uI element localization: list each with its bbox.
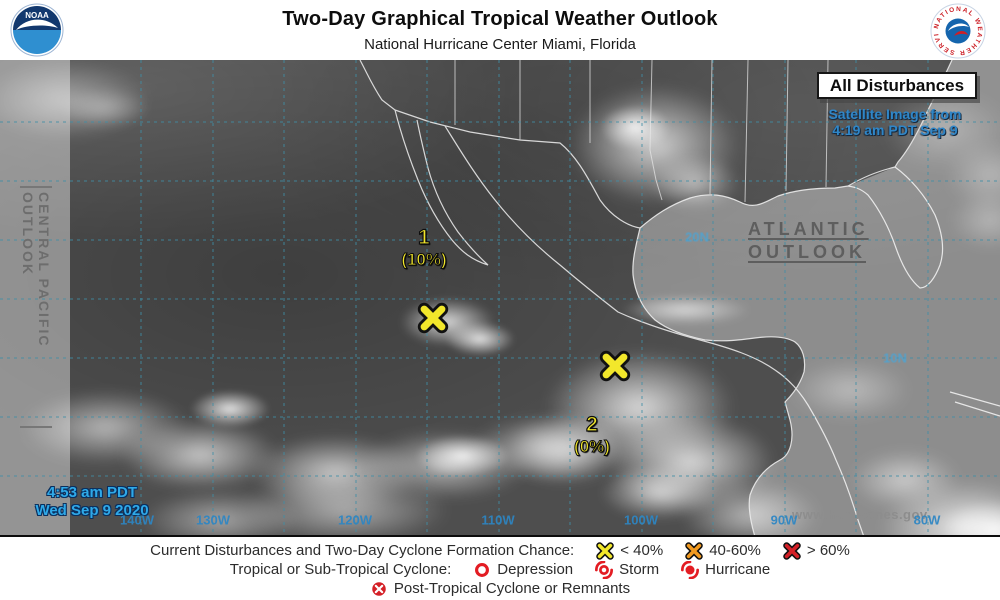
longitude-label: 140W [120, 512, 154, 528]
page-subtitle: National Hurricane Center Miami, Florida [364, 36, 636, 53]
longitude-label: 120W [338, 512, 372, 528]
longitude-label: 90W [770, 512, 798, 528]
longitude-label: 100W [624, 512, 658, 528]
legend-item-label: Hurricane [705, 561, 771, 578]
longitude-label: 110W [481, 512, 515, 528]
longitude-label: 130W [196, 512, 230, 528]
legend-item-label: Post-Tropical Cyclone or Remnants [393, 580, 631, 597]
longitude-label: 80W [913, 512, 941, 528]
page-title: Two-Day Graphical Tropical Weather Outlo… [282, 8, 718, 30]
atlantic-outlook-line1: ATLANTIC [748, 219, 869, 239]
legend-item-label: < 40% [620, 542, 664, 559]
all-disturbances-button[interactable]: All Disturbances [817, 72, 977, 99]
website-watermark: www.hurricanes.gov [792, 507, 928, 522]
latitude-label: 20N [685, 229, 709, 245]
atlantic-outlook-line2: OUTLOOK [748, 242, 866, 262]
depression-icon [475, 562, 490, 577]
disturbance-number: 2 [586, 412, 599, 436]
legend-item: 40-60% [685, 541, 761, 560]
legend-item: Hurricane [681, 560, 771, 579]
disturbance-chance: (10%) [401, 250, 447, 270]
legend-item-label: > 60% [806, 542, 850, 559]
satellite-caption-line1: Satellite Image from [828, 106, 962, 122]
legend-row-label: Current Disturbances and Two-Day Cyclone… [150, 542, 575, 559]
x-marker-icon [685, 541, 703, 560]
storm-icon [595, 560, 614, 579]
x-marker-icon [783, 541, 801, 560]
coastlines [359, 60, 1000, 535]
atlantic-outlook-label: ATLANTIC OUTLOOK [748, 218, 869, 264]
latitude-label: 10N [883, 350, 907, 366]
legend-item: Depression [473, 561, 573, 579]
satellite-caption-line2: 4:19 am PDT Sep 9 [832, 122, 958, 138]
timestamp-line2: Wed Sep 9 2020 [35, 502, 149, 519]
legend-item-label: Storm [619, 561, 660, 578]
legend-item: < 40% [596, 541, 664, 560]
legend-row: Current Disturbances and Two-Day Cyclone… [0, 541, 1000, 560]
latlon-grid [0, 60, 1000, 535]
svg-text:NOAA: NOAA [25, 11, 49, 20]
disturbance-x-marker[interactable] [599, 350, 631, 382]
legend-item: Storm [595, 560, 660, 579]
legend: Current Disturbances and Two-Day Cyclone… [0, 537, 1000, 600]
disturbance-x-marker[interactable] [417, 302, 449, 334]
disturbance-number: 1 [418, 225, 431, 249]
satellite-image-caption: Satellite Image from 4:19 am PDT Sep 9 [805, 106, 985, 138]
atlantic-mask [632, 60, 1000, 535]
satellite-map[interactable]: CENTRAL PACIFIC OUTLOOK ATLANTIC OUTLOOK… [0, 60, 1000, 537]
header: NOAA Two-Day Graphical Tropical Weather … [0, 0, 1000, 60]
legend-row: Post-Tropical Cyclone or Remnants [0, 579, 1000, 598]
issue-timestamp: 4:53 am PDT Wed Sep 9 2020 [12, 484, 172, 520]
legend-item-label: 40-60% [709, 542, 761, 559]
legend-row: Tropical or Sub-Tropical Cyclone: Depress… [0, 560, 1000, 579]
legend-item: > 60% [783, 541, 850, 560]
central-pacific-mask [0, 60, 70, 535]
geography-layer [0, 60, 1000, 535]
post-tropical-icon [372, 581, 386, 596]
legend-item: Post-Tropical Cyclone or Remnants [370, 580, 630, 598]
legend-item-label: Depression [497, 561, 574, 578]
timestamp-line1: 4:53 am PDT [46, 484, 138, 501]
x-marker-icon [596, 541, 615, 560]
noaa-logo-icon: NOAA [10, 3, 64, 57]
legend-row-label: Tropical or Sub-Tropical Cyclone: [229, 561, 452, 578]
hurricane-icon [681, 560, 700, 579]
disturbance-chance: (0%) [574, 437, 611, 457]
